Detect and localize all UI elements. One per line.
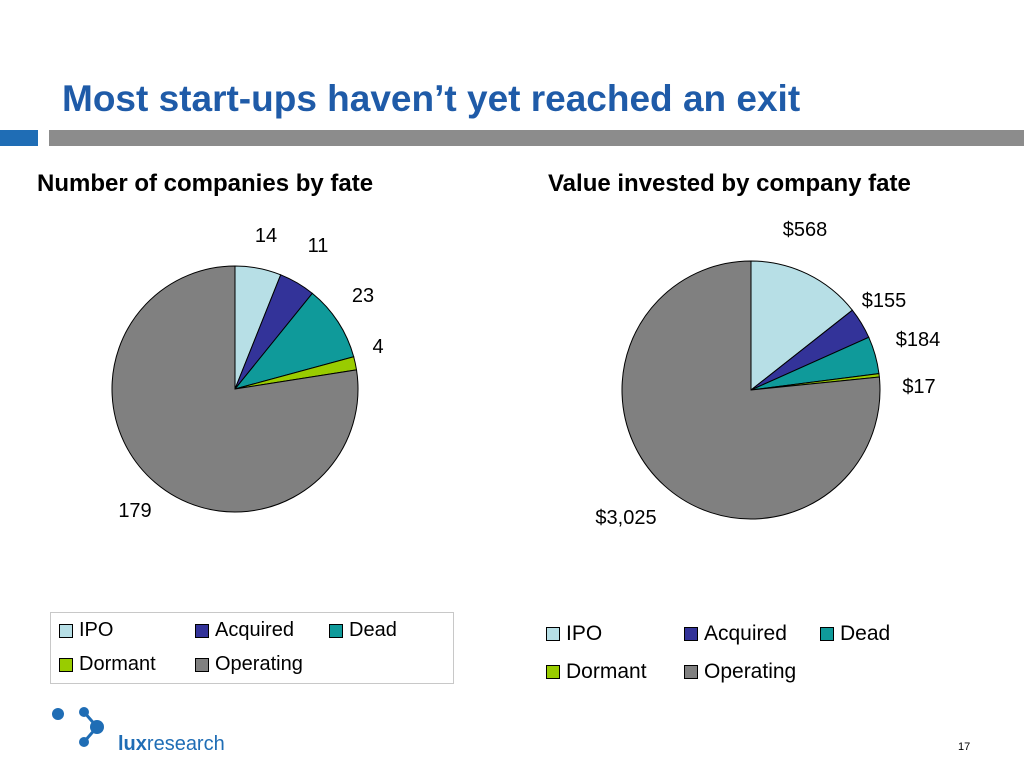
legend-swatch — [195, 623, 209, 638]
legend-value: IPO Acquired Dead Dormant Operating — [540, 614, 980, 688]
legend-item-dead: Dead — [329, 619, 397, 642]
data-label-ipo: 14 — [255, 225, 277, 247]
legend-swatch — [684, 665, 698, 679]
title-accent-bar — [0, 130, 38, 146]
legend-swatch — [684, 627, 698, 641]
pie-slice-ipo — [750, 260, 854, 392]
data-label-operating: 179 — [118, 500, 151, 522]
legend-item-acquired: Acquired — [684, 622, 787, 646]
pie-slice-operating — [111, 265, 359, 513]
data-label-dormant: 4 — [372, 336, 383, 358]
legend-label: IPO — [566, 622, 603, 645]
luxresearch-logo-icon — [52, 707, 104, 747]
legend-swatch — [329, 623, 343, 638]
pie-slice-dead — [233, 292, 355, 390]
chart-title-value: Value invested by company fate — [548, 170, 911, 197]
legend-item-dormant: Dormant — [546, 660, 647, 684]
legend-label: Dormant — [79, 653, 156, 675]
data-label-acquired: 11 — [308, 235, 329, 257]
legend-swatch — [546, 665, 560, 679]
data-label-dead: $184 — [896, 329, 941, 351]
legend-label: IPO — [79, 619, 114, 641]
legend-item-ipo: IPO — [546, 622, 602, 646]
legend-item-dormant: Dormant — [59, 653, 156, 676]
legend-swatch — [59, 657, 73, 672]
legend-item-acquired: Acquired — [195, 619, 294, 642]
data-label-operating: $3,025 — [595, 507, 656, 529]
data-label-dead: 23 — [352, 285, 374, 307]
page-number: 17 — [958, 741, 971, 753]
chart-title-count: Number of companies by fate — [37, 170, 374, 197]
legend-item-ipo: IPO — [59, 619, 113, 642]
legend-label: Dead — [349, 619, 397, 641]
legend-item-operating: Operating — [195, 653, 303, 676]
legend-swatch — [820, 627, 834, 641]
legend-label: Dead — [840, 622, 891, 645]
legend-label: Acquired — [215, 619, 294, 641]
data-label-acquired: $155 — [862, 290, 907, 312]
legend-label: Acquired — [704, 622, 787, 645]
legend-swatch — [546, 627, 560, 641]
data-label-dormant: $17 — [902, 376, 935, 398]
page-title: Most start-ups haven’t yet reached an ex… — [62, 78, 801, 119]
legend-label: Operating — [704, 660, 797, 683]
legend-label: Operating — [215, 653, 303, 675]
brand-wordmark: luxresearch — [118, 733, 225, 755]
legend-swatch — [59, 623, 73, 638]
legend-label: Dormant — [566, 660, 647, 683]
legend-item-operating: Operating — [684, 660, 796, 684]
legend-item-dead: Dead — [820, 622, 890, 646]
data-label-ipo: $568 — [783, 219, 828, 241]
legend-count: IPO Acquired Dead Dormant Operating — [50, 612, 454, 684]
pie-slice-operating — [621, 260, 881, 520]
title-rule — [49, 130, 1024, 146]
legend-swatch — [195, 657, 209, 672]
